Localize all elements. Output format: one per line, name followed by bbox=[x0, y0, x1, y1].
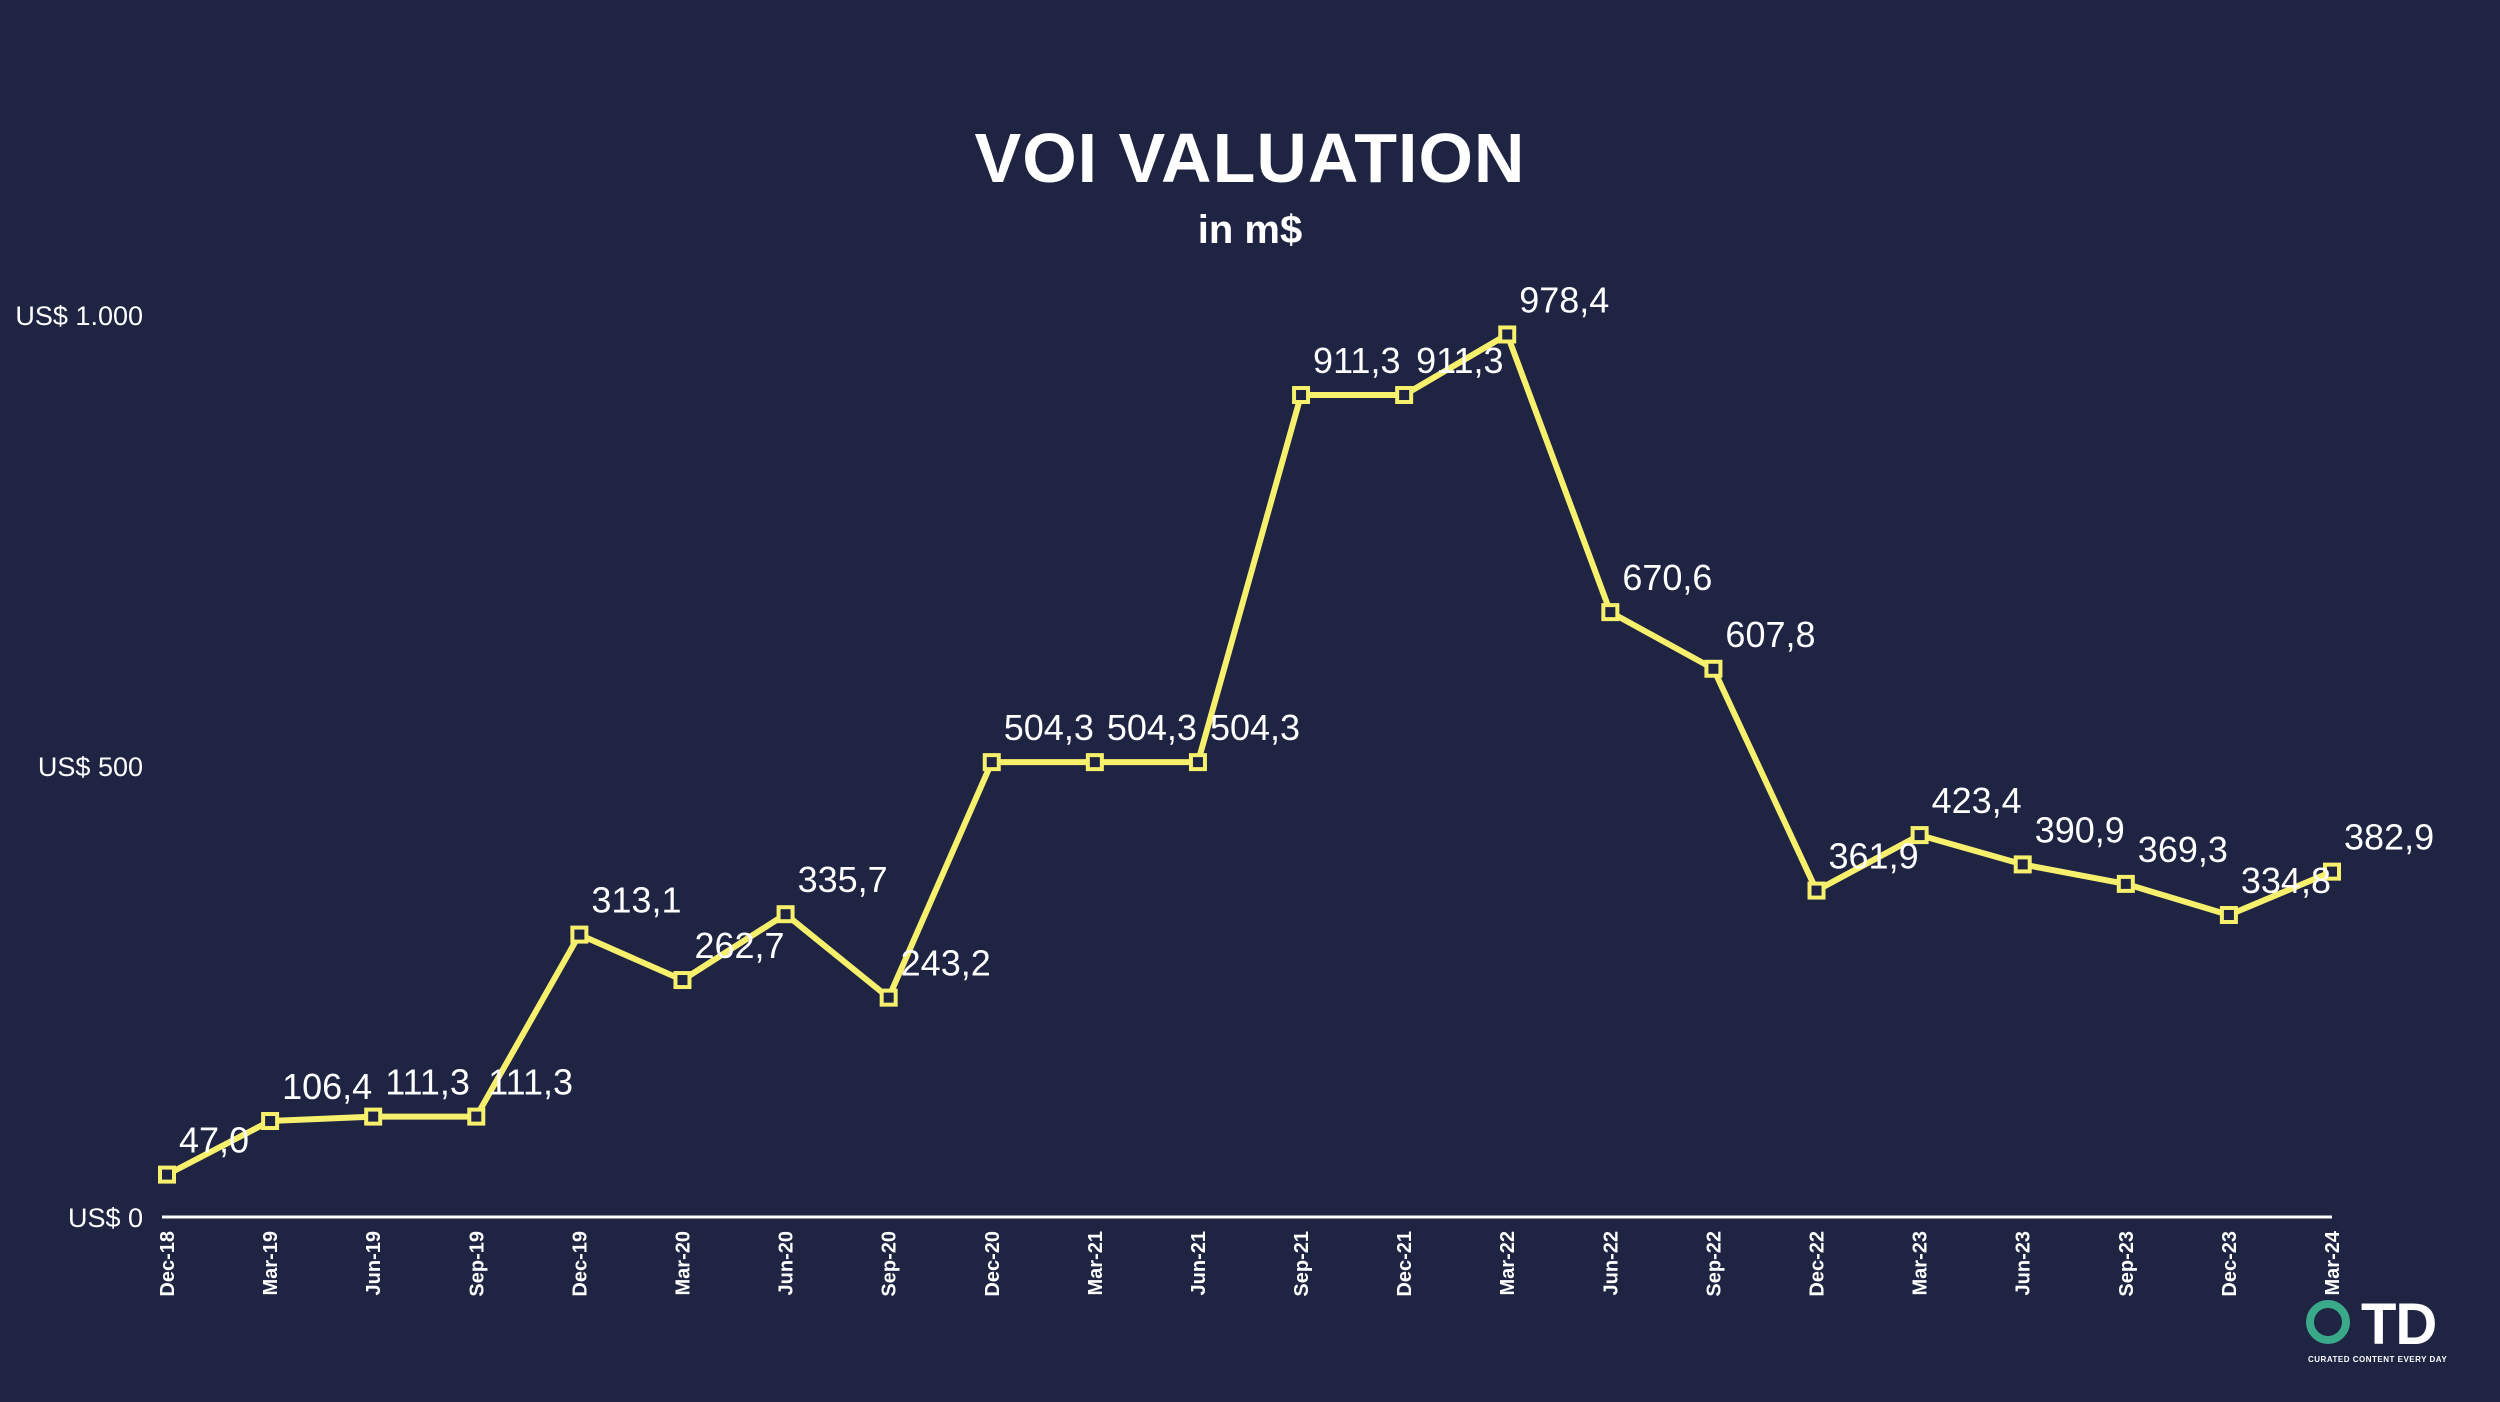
x-tick-label: Jun-19 bbox=[363, 1231, 385, 1295]
data-label: 111,3 bbox=[385, 1062, 470, 1103]
x-tick-label: Sep-23 bbox=[2116, 1231, 2138, 1297]
x-tick-label: Mar-21 bbox=[1085, 1231, 1107, 1295]
data-point-marker bbox=[1085, 753, 1104, 772]
x-tick-label: Dec-18 bbox=[157, 1231, 179, 1297]
data-label: 978,4 bbox=[1519, 279, 1609, 320]
data-point-marker bbox=[1292, 386, 1311, 405]
x-tick-label: Jun-23 bbox=[2013, 1231, 2035, 1295]
logo-ring-icon bbox=[2306, 1300, 2350, 1344]
data-point-marker bbox=[776, 905, 795, 924]
data-label: 607,8 bbox=[1725, 614, 1815, 655]
data-label: 369,3 bbox=[2138, 829, 2228, 870]
data-label: 106,4 bbox=[282, 1066, 372, 1107]
data-label: 335,7 bbox=[798, 859, 888, 900]
data-point-marker bbox=[158, 1165, 176, 1184]
y-tick-label: US$ 500 bbox=[38, 752, 143, 782]
x-tick-label: Mar-23 bbox=[1910, 1231, 1932, 1295]
data-point-marker bbox=[2323, 862, 2341, 881]
data-point-marker bbox=[570, 925, 589, 944]
x-axis-ticks: Dec-18 Mar-19 Jun-19 Sep-19 Dec-19 Mar-20 Jun-… bbox=[157, 1230, 2344, 1296]
data-label: 670,6 bbox=[1622, 557, 1712, 598]
data-label: 382,9 bbox=[2344, 817, 2434, 858]
data-point-marker bbox=[2219, 906, 2238, 925]
data-point-marker bbox=[1704, 659, 1723, 678]
data-point-marker bbox=[261, 1112, 280, 1131]
data-point-marker bbox=[673, 971, 692, 990]
data-point-marker bbox=[1601, 603, 1620, 622]
x-tick-label: Jun-22 bbox=[1600, 1231, 1622, 1295]
x-tick-label: Mar-20 bbox=[672, 1231, 694, 1295]
data-point-marker bbox=[1395, 386, 1414, 405]
data-point-marker bbox=[879, 988, 898, 1007]
data-point-marker bbox=[1807, 881, 1826, 900]
data-label: 911,3 bbox=[1313, 340, 1400, 381]
chart-title: VOI VALUATION bbox=[974, 119, 1526, 197]
x-tick-label: Sep-19 bbox=[466, 1231, 488, 1297]
data-point-marker bbox=[1498, 325, 1517, 344]
x-tick-label: Sep-20 bbox=[879, 1231, 901, 1297]
logo-ring-center bbox=[2319, 1313, 2337, 1331]
x-tick-label: Jun-20 bbox=[776, 1231, 798, 1295]
data-label: 334,8 bbox=[2241, 860, 2331, 901]
data-label: 243,2 bbox=[901, 943, 991, 984]
data-point-marker bbox=[1910, 826, 1929, 845]
x-tick-label: Dec-21 bbox=[1394, 1231, 1416, 1297]
logo-tagline: CURATED CONTENT EVERY DAY bbox=[2308, 1355, 2448, 1364]
x-tick-label: Dec-20 bbox=[982, 1231, 1004, 1297]
data-label: 504,3 bbox=[1107, 707, 1197, 748]
data-point-marker bbox=[364, 1107, 383, 1126]
data-point-marker bbox=[2116, 874, 2135, 893]
x-tick-label: Dec-19 bbox=[569, 1231, 591, 1297]
data-label: 361,9 bbox=[1829, 836, 1919, 877]
x-tick-label: Mar-24 bbox=[2322, 1230, 2344, 1295]
x-tick-label: Sep-21 bbox=[1291, 1231, 1313, 1297]
data-label: 423,4 bbox=[1932, 780, 2022, 821]
data-labels: 47,0 106,4 111,3 111,3 313,1 262,7 335,7 243,2 5… bbox=[179, 279, 2434, 1160]
x-tick-label: Mar-22 bbox=[1497, 1231, 1519, 1295]
y-axis-ticks: US$ 0 US$ 500 US$ 1.000 bbox=[15, 301, 143, 1233]
data-point-marker bbox=[2013, 855, 2032, 874]
series-markers bbox=[158, 325, 2341, 1184]
data-point-marker bbox=[467, 1107, 486, 1126]
data-point-marker bbox=[1188, 753, 1207, 772]
x-tick-label: Jun-21 bbox=[1188, 1231, 1210, 1295]
data-label: 911,3 bbox=[1416, 340, 1503, 381]
data-label: 504,3 bbox=[1210, 707, 1300, 748]
series-line bbox=[165, 331, 2334, 1178]
data-point-marker bbox=[982, 753, 1001, 772]
data-label: 313,1 bbox=[591, 880, 681, 921]
x-tick-label: Mar-19 bbox=[260, 1231, 282, 1295]
data-label: 504,3 bbox=[1004, 707, 1094, 748]
logo-text: TD bbox=[2361, 1292, 2437, 1357]
data-label: 111,3 bbox=[488, 1062, 573, 1103]
chart-subtitle: in m$ bbox=[1197, 208, 1303, 252]
y-tick-label: US$ 0 bbox=[68, 1203, 143, 1233]
data-label: 262,7 bbox=[694, 925, 784, 966]
y-tick-label: US$ 1.000 bbox=[15, 301, 143, 331]
x-tick-label: Sep-22 bbox=[1703, 1231, 1725, 1297]
data-label: 390,9 bbox=[2035, 809, 2125, 850]
data-label: 47,0 bbox=[179, 1120, 249, 1161]
x-tick-label: Dec-23 bbox=[2219, 1231, 2241, 1297]
x-tick-label: Dec-22 bbox=[1807, 1231, 1829, 1297]
